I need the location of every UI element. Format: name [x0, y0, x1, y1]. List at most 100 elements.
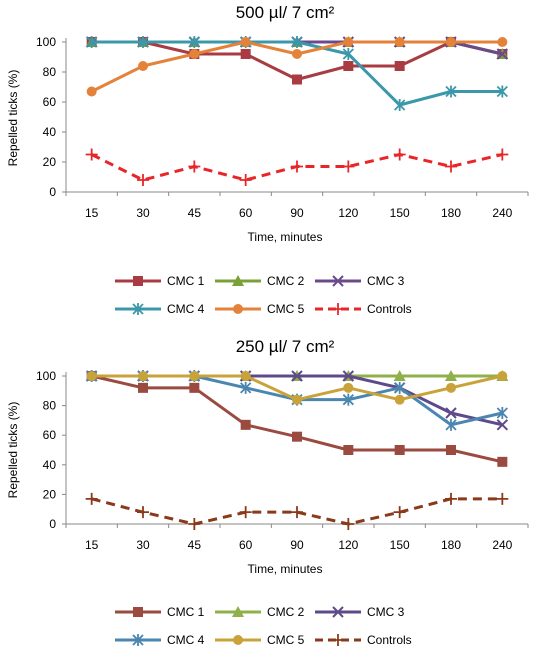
legend-label: CMC 1 [167, 274, 205, 288]
y-tick-label: 80 [43, 399, 57, 413]
data-point [393, 148, 406, 161]
y-tick-label: 100 [36, 35, 56, 49]
data-point [342, 160, 355, 173]
data-point [291, 370, 303, 382]
data-point [137, 36, 149, 48]
data-point [445, 160, 457, 173]
legend-label: CMC 2 [267, 605, 305, 619]
data-point [393, 506, 406, 519]
data-point [240, 49, 251, 59]
legend-label: CMC 4 [167, 633, 205, 647]
data-point [497, 37, 508, 47]
x-tick-label: 120 [338, 538, 358, 552]
legend-label: CMC 5 [267, 302, 305, 316]
x-tick-label: 120 [338, 206, 358, 220]
data-point [188, 160, 201, 173]
data-point [343, 445, 354, 455]
data-point [342, 518, 355, 530]
series-line [91, 497, 503, 526]
data-point [85, 492, 98, 505]
data-point [86, 86, 97, 97]
data-point [189, 371, 200, 381]
data-point [445, 370, 457, 381]
legend-item: CMC 4 [115, 302, 205, 316]
data-point [239, 174, 252, 186]
legend-label: Controls [367, 633, 412, 647]
series-cmc-4 [86, 36, 508, 111]
x-tick-label: 45 [188, 538, 202, 552]
data-point [343, 382, 354, 393]
x-tick-label: 30 [136, 538, 150, 552]
legend-item: CMC 2 [215, 274, 305, 288]
data-point [394, 99, 406, 111]
x-tick-label: 60 [239, 538, 253, 552]
legend-marker [332, 606, 344, 618]
y-tick-label: 40 [43, 458, 57, 472]
y-tick-label: 0 [49, 185, 56, 199]
legend-item: CMC 1 [115, 605, 205, 619]
data-point [496, 48, 509, 60]
legend-marker [233, 304, 243, 314]
data-point [188, 36, 200, 48]
series-controls [85, 492, 509, 530]
x-tick-label: 15 [85, 538, 99, 552]
legend-item: CMC 1 [115, 274, 205, 288]
y-tick-label: 80 [43, 65, 57, 79]
legend-item: CMC 5 [215, 302, 305, 316]
data-point [188, 518, 201, 530]
legend-item: CMC 4 [115, 633, 205, 647]
y-tick-label: 0 [49, 517, 56, 531]
series-cmc-5 [86, 371, 508, 405]
data-point [240, 37, 251, 47]
data-point [291, 506, 303, 519]
data-point [292, 49, 302, 59]
data-point [394, 37, 405, 47]
data-point [292, 431, 302, 442]
data-point [137, 506, 149, 519]
chart-title: 250 µl/ 7 cm² [236, 337, 335, 356]
data-point [291, 160, 303, 173]
legend-item: CMC 3 [315, 274, 405, 288]
data-point [239, 506, 252, 519]
legend-marker [332, 634, 344, 646]
x-tick-label: 45 [188, 206, 202, 220]
legend-item: CMC 5 [215, 633, 305, 647]
legend-marker [133, 276, 143, 286]
data-point [342, 393, 354, 406]
legend-marker [132, 303, 144, 315]
data-point [393, 370, 406, 381]
data-point [394, 61, 405, 71]
legend-label: CMC 3 [367, 274, 405, 288]
legend-marker [232, 606, 244, 617]
chart-title: 500 µl/ 7 cm² [236, 3, 335, 22]
legend-label: Controls [367, 302, 412, 316]
data-point [137, 174, 149, 186]
legend-label: CMC 2 [267, 274, 305, 288]
legend-marker [133, 607, 143, 617]
data-point [394, 381, 406, 394]
data-point [446, 445, 456, 455]
data-point [342, 48, 354, 60]
data-point [497, 456, 508, 467]
legend-item: Controls [315, 633, 412, 647]
data-point [189, 49, 200, 59]
data-point [138, 382, 148, 393]
data-point [189, 382, 200, 393]
legend-label: CMC 4 [167, 302, 205, 316]
data-point [445, 492, 457, 505]
chart-panel-250ul: 250 µl/ 7 cm² Repelled ticks (%) Time, m… [6, 337, 529, 647]
series-cmc-1 [86, 371, 508, 467]
y-tick-label: 60 [43, 428, 57, 442]
data-point [86, 36, 98, 48]
data-point [446, 382, 456, 393]
series-cmc-5 [86, 37, 508, 97]
legend-marker [233, 635, 243, 645]
x-tick-label: 15 [85, 206, 99, 220]
series-controls [85, 148, 509, 186]
y-tick-label: 60 [43, 95, 57, 109]
x-tick-label: 180 [441, 206, 461, 220]
y-axis-label: Repelled ticks (%) [6, 402, 20, 499]
data-point [496, 407, 508, 419]
legend-label: CMC 5 [267, 633, 305, 647]
